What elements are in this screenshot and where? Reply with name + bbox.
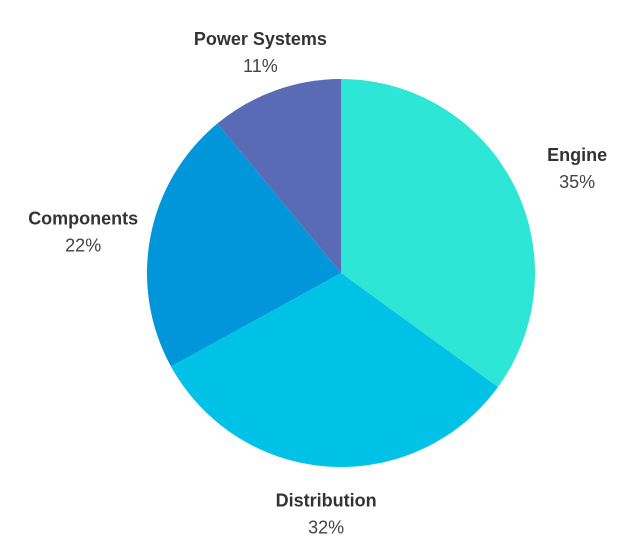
pie-slice-engine: [341, 79, 536, 388]
pie-slice-power-systems: [217, 79, 341, 273]
slice-label-components: Components: [28, 208, 138, 228]
slice-value-distribution: 32%: [308, 518, 344, 538]
pie-labels: Engine 35% Distribution 32% Components 22% Pow…: [28, 29, 607, 537]
pie-slice-components: [147, 123, 341, 367]
slice-label-distribution: Distribution: [276, 491, 377, 511]
slice-value-engine: 35%: [559, 172, 595, 192]
slice-label-engine: Engine: [547, 145, 607, 165]
pie-slices: [147, 79, 536, 467]
pie-slice-distribution: [171, 273, 498, 467]
slice-value-power-systems: 11%: [243, 56, 278, 76]
slice-value-components: 22%: [65, 235, 101, 255]
slice-label-power-systems: Power Systems: [194, 29, 327, 49]
